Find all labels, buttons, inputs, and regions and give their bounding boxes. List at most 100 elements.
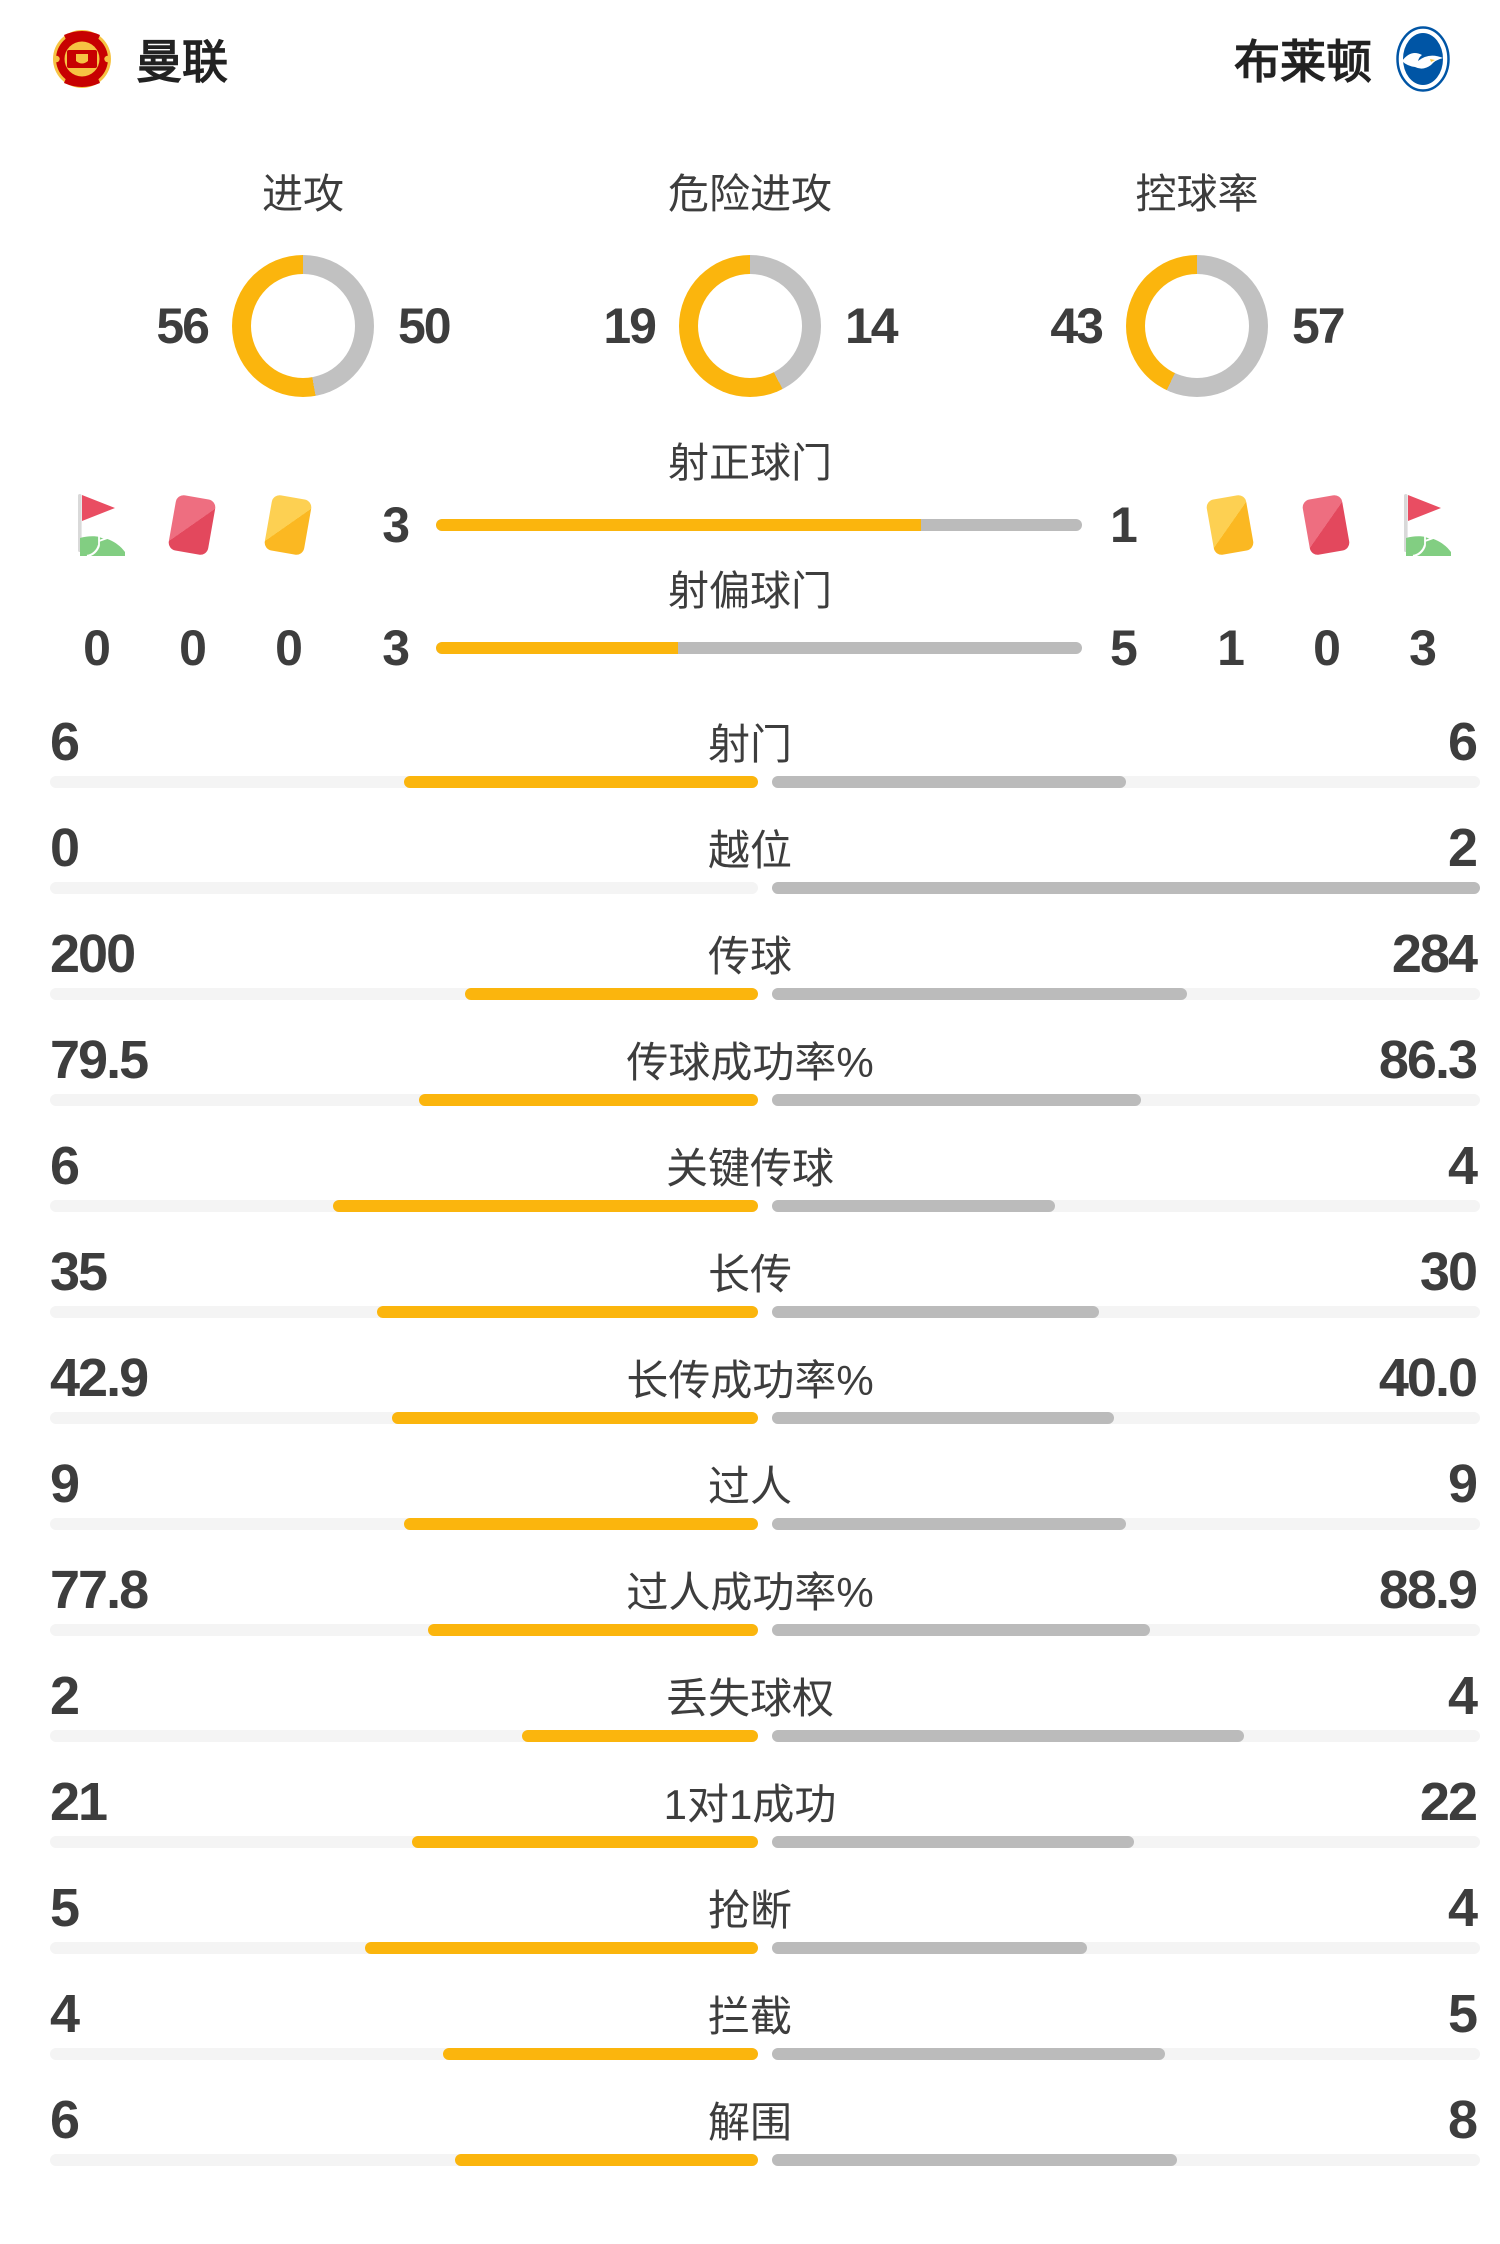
stat-bar-home-fill (391, 1412, 758, 1424)
stat-bar-away-fill (772, 1836, 1135, 1848)
donut-home-value: 56 (156, 298, 210, 354)
stat-row: 2 丢失球权 4 (0, 1664, 1500, 1770)
stat-bar (50, 1730, 1480, 1742)
stat-bar-away-fill (772, 1730, 1244, 1742)
stat-bar-away-track (772, 2048, 1480, 2060)
stat-label: 拦截 (707, 1993, 792, 2040)
stat-bar-home-track (50, 1624, 758, 1636)
stat-bar (50, 1412, 1480, 1424)
stat-label: 传球 (707, 933, 792, 980)
donut-home-value: 19 (603, 298, 657, 354)
donut-chart: 进攻 56 50 (80, 170, 527, 397)
donut-away-value: 57 (1292, 298, 1346, 354)
shots-on-target-home-value: 3 (382, 497, 410, 553)
stat-home-value: 9 (50, 1454, 80, 1514)
cards-corners-icon-row: 3 1 (0, 487, 1500, 563)
stat-row: 200 传球 284 (0, 922, 1500, 1028)
stat-bar-home-track (50, 988, 758, 1000)
stat-row: 42.9 长传成功率% 40.0 (0, 1346, 1500, 1452)
stat-bar-away-track (772, 1094, 1480, 1106)
stat-bar-home-fill (412, 1836, 758, 1848)
stat-bar-away-fill (772, 882, 1480, 894)
stat-bar-home-fill (364, 1942, 758, 1954)
stat-label: 射门 (707, 721, 792, 768)
shots-off-target-home-value: 3 (382, 620, 410, 676)
shots-on-target-label: 射正球门 (668, 440, 832, 486)
donut-ring (679, 255, 821, 397)
stat-home-value: 2 (50, 1666, 80, 1726)
stat-row: 21 1对1成功 22 (0, 1770, 1500, 1876)
away-yellow-card-icon (1205, 493, 1255, 557)
stat-bar-home-fill (427, 1624, 758, 1636)
stat-home-value: 21 (50, 1772, 108, 1832)
stat-away-value: 284 (1391, 924, 1478, 984)
stat-label: 长传成功率% (626, 1357, 874, 1404)
stat-row: 5 抢断 4 (0, 1876, 1500, 1982)
away-team-header[interactable]: 布莱顿 (1234, 26, 1450, 92)
donut-chart: 危险进攻 19 14 (527, 170, 974, 397)
shots-off-target-bar (436, 642, 1082, 654)
stat-away-value: 88.9 (1378, 1560, 1478, 1620)
donut-chart: 控球率 43 57 (974, 170, 1421, 397)
stat-bar-home-track (50, 1094, 758, 1106)
home-red-card-icon (167, 493, 217, 557)
brighton-crest-icon (1396, 26, 1450, 92)
stat-label: 关键传球 (665, 1145, 834, 1192)
stat-home-value: 35 (50, 1242, 108, 1302)
donut-away-value: 50 (398, 298, 452, 354)
shots-off-target-away-value: 5 (1110, 620, 1138, 676)
stat-bar (50, 882, 1480, 894)
stat-label: 过人 (707, 1463, 792, 1510)
stat-bar-home-track (50, 1942, 758, 1954)
stat-away-value: 4 (1447, 1666, 1478, 1726)
stat-bar-away-track (772, 1306, 1480, 1318)
stat-bar-away-fill (772, 1942, 1087, 1954)
stat-bar-away-fill (772, 2154, 1177, 2166)
stat-bar-away-track (772, 1518, 1480, 1530)
shots-on-target-bar (436, 519, 1082, 531)
stat-label: 解围 (707, 2099, 792, 2146)
away-red-card-icon (1301, 493, 1351, 557)
header: 曼联 布莱顿 (0, 0, 1500, 92)
stat-home-value: 6 (50, 1136, 80, 1196)
stat-row: 6 关键传球 4 (0, 1134, 1500, 1240)
stat-home-value: 4 (50, 1984, 80, 2044)
stat-bar-away-fill (772, 1412, 1114, 1424)
donut-ring (1126, 255, 1268, 397)
stat-bar-away-fill (772, 988, 1188, 1000)
donut-label: 危险进攻 (668, 171, 832, 217)
stat-bar-home-fill (418, 1094, 758, 1106)
stat-bar-home-fill (465, 988, 758, 1000)
away-yellow-cards-value: 1 (1217, 620, 1245, 676)
home-team-header[interactable]: 曼联 (52, 26, 228, 92)
stat-bar (50, 1942, 1480, 1954)
stat-bar (50, 988, 1480, 1000)
home-corner-flag-icon (78, 494, 125, 558)
cards-corners-value-row: 0 0 0 3 5 1 0 3 (0, 620, 1500, 676)
stat-label: 越位 (707, 827, 792, 874)
stat-bar-away-fill (772, 1094, 1141, 1106)
stat-away-value: 86.3 (1378, 1030, 1478, 1090)
donut-section: 进攻 56 50 危险进攻 19 14 控球率 43 57 (0, 170, 1500, 397)
stat-bar-away-fill (772, 1624, 1150, 1636)
stat-away-value: 2 (1447, 818, 1478, 878)
stat-bar-home-track (50, 776, 758, 788)
away-red-cards-value: 0 (1313, 620, 1341, 676)
stat-bar (50, 1624, 1480, 1636)
stat-bar-away-track (772, 882, 1480, 894)
stat-away-value: 4 (1447, 1136, 1478, 1196)
stat-bar-home-fill (404, 1518, 758, 1530)
stat-bar-away-track (772, 1200, 1480, 1212)
stat-bar-away-fill (772, 2048, 1166, 2060)
stat-bar-away-fill (772, 1306, 1099, 1318)
stat-bar-home-fill (404, 776, 758, 788)
stat-away-value: 6 (1447, 712, 1478, 772)
stat-home-value: 79.5 (50, 1030, 149, 1090)
stat-bar-away-track (772, 1624, 1480, 1636)
stat-home-value: 6 (50, 2090, 80, 2150)
home-team-name: 曼联 (136, 36, 228, 88)
stat-label: 1对1成功 (663, 1781, 837, 1828)
stats-list: 6 射门 6 0 越位 2 (0, 710, 1500, 2194)
stat-row: 6 解围 8 (0, 2088, 1500, 2194)
stat-away-value: 9 (1447, 1454, 1478, 1514)
